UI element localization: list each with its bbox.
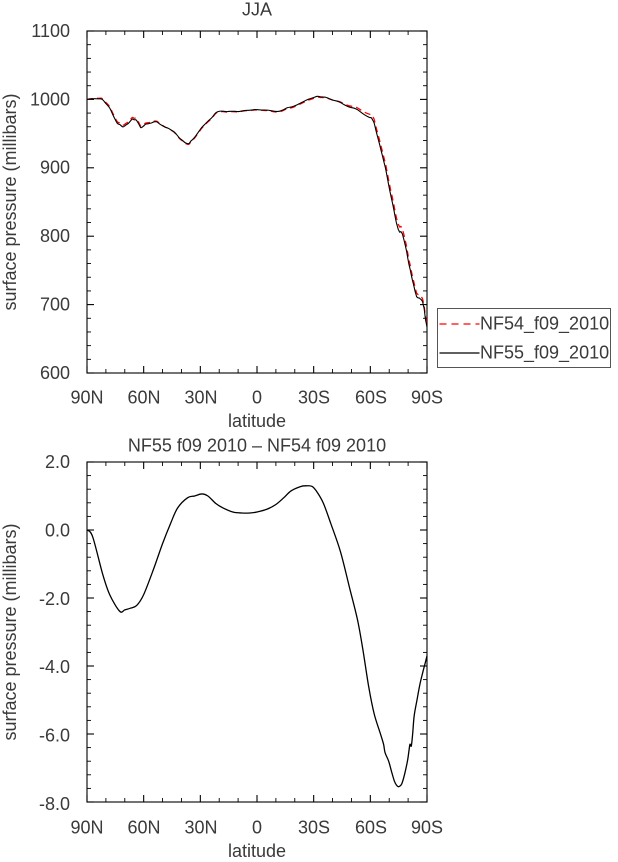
svg-text:latitude: latitude <box>228 411 286 431</box>
svg-text:700: 700 <box>40 295 70 315</box>
svg-text:60S: 60S <box>355 818 387 838</box>
svg-text:1100: 1100 <box>31 21 70 41</box>
svg-text:surface pressure (millibars): surface pressure (millibars) <box>0 93 20 310</box>
svg-text:2.0: 2.0 <box>45 452 70 472</box>
svg-text:NF55 f09 2010 – NF54 f09 2010: NF55 f09 2010 – NF54 f09 2010 <box>128 436 386 456</box>
svg-text:latitude: latitude <box>228 841 286 861</box>
svg-text:90N: 90N <box>70 818 103 838</box>
svg-text:1000: 1000 <box>30 89 70 109</box>
svg-text:0: 0 <box>252 388 262 408</box>
svg-text:60S: 60S <box>355 388 387 408</box>
svg-text:JJA: JJA <box>242 0 272 20</box>
svg-text:0: 0 <box>252 818 262 838</box>
svg-text:-8.0: -8.0 <box>39 794 70 814</box>
svg-text:NF55_f09_2010: NF55_f09_2010 <box>480 343 609 364</box>
svg-text:-6.0: -6.0 <box>39 726 70 746</box>
svg-text:90S: 90S <box>411 388 443 408</box>
svg-text:30S: 30S <box>298 818 330 838</box>
svg-text:surface pressure (millibars): surface pressure (millibars) <box>0 523 20 740</box>
svg-text:60N: 60N <box>127 388 160 408</box>
svg-text:30N: 30N <box>184 388 217 408</box>
svg-text:600: 600 <box>40 363 70 383</box>
svg-text:30S: 30S <box>298 388 330 408</box>
svg-text:-2.0: -2.0 <box>39 589 70 609</box>
svg-text:0.0: 0.0 <box>45 520 70 540</box>
svg-text:800: 800 <box>40 226 70 246</box>
svg-text:-4.0: -4.0 <box>39 657 70 677</box>
svg-text:30N: 30N <box>184 818 217 838</box>
svg-text:60N: 60N <box>127 818 160 838</box>
svg-text:NF54_f09_2010: NF54_f09_2010 <box>480 314 609 335</box>
svg-text:90N: 90N <box>70 388 103 408</box>
svg-text:900: 900 <box>40 158 70 178</box>
svg-text:90S: 90S <box>411 818 443 838</box>
